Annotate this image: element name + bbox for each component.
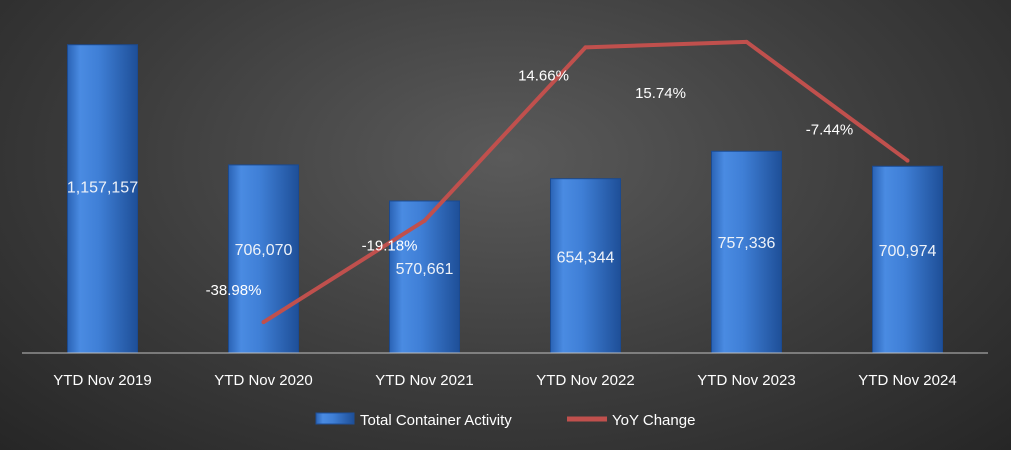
x-tick-label: YTD Nov 2024 — [858, 372, 956, 389]
yoy-point — [261, 320, 266, 325]
x-tick-label: YTD Nov 2023 — [697, 372, 795, 389]
x-tick-label: YTD Nov 2022 — [536, 372, 634, 389]
x-tick-label: YTD Nov 2020 — [214, 372, 312, 389]
bar-1 — [67, 44, 138, 354]
x-tick-labels: YTD Nov 2019 YTD Nov 2020 YTD Nov 2021 YTD … — [53, 372, 956, 389]
yoy-value-label: -38.98% — [206, 282, 262, 299]
legend-label-yoy-change: YoY Change — [612, 412, 695, 429]
yoy-point — [905, 158, 910, 163]
x-tick-label: YTD Nov 2019 — [53, 372, 151, 389]
legend-label-total-container-activity: Total Container Activity — [360, 412, 512, 429]
yoy-value-label: -7.44% — [806, 122, 854, 139]
bar-value-label: 757,336 — [718, 235, 776, 252]
bar-4 — [550, 178, 621, 354]
x-tick-label: YTD Nov 2021 — [375, 372, 473, 389]
bar-value-label: 706,070 — [235, 242, 293, 259]
yoy-value-label: -19.18% — [362, 238, 418, 255]
yoy-point — [744, 39, 749, 44]
bar-value-label: 570,661 — [396, 261, 454, 278]
bar-value-label: 654,344 — [557, 249, 615, 266]
line-series: -38.98% -19.18% 14.66% 15.74% -7.44% — [206, 39, 910, 325]
legend: Total Container Activity YoY Change — [315, 412, 695, 429]
legend-swatch-total-container-activity — [315, 412, 355, 425]
bar-series: 1,157,157 706,070 570,661 654,344 757,336 700… — [67, 44, 943, 354]
yoy-point — [422, 218, 427, 223]
bar-value-label: 700,974 — [879, 243, 937, 260]
bar-value-label: 1,157,157 — [67, 180, 138, 197]
yoy-value-label: 14.66% — [518, 67, 569, 84]
yoy-value-label: 15.74% — [635, 85, 686, 102]
yoy-point — [583, 45, 588, 50]
bar-5 — [711, 150, 782, 354]
bar-3 — [389, 200, 460, 354]
bar-6 — [872, 165, 943, 354]
